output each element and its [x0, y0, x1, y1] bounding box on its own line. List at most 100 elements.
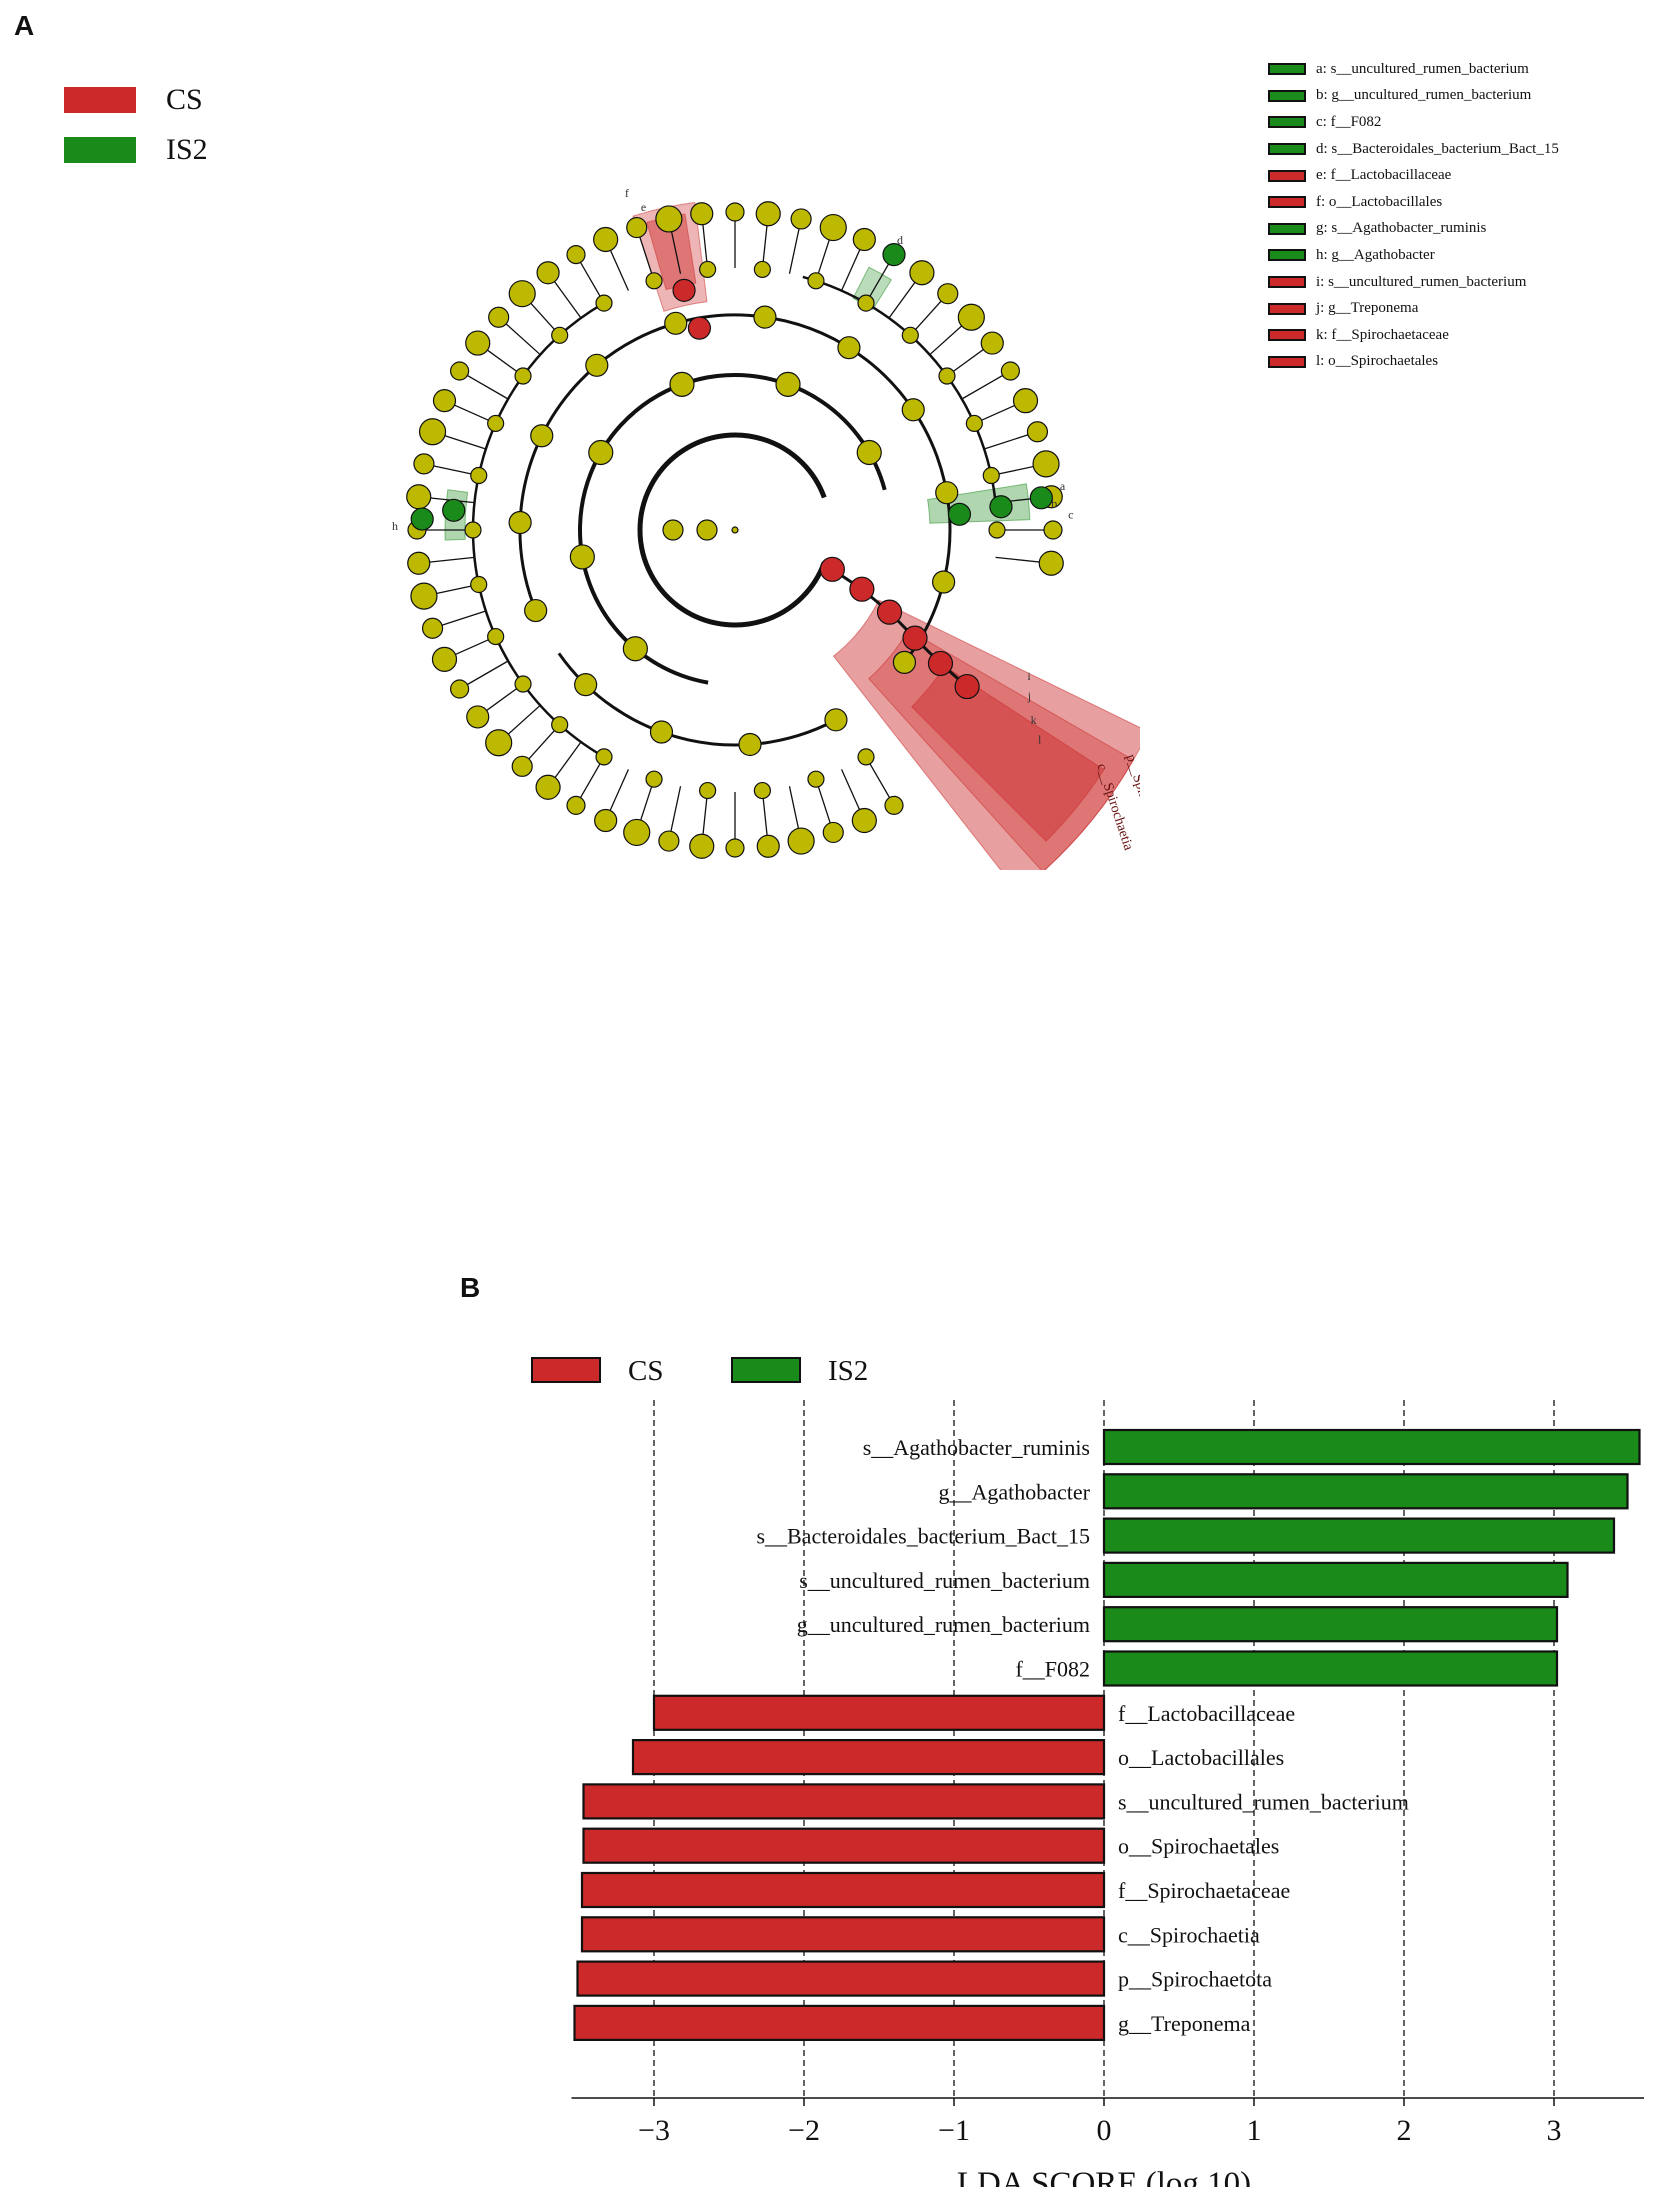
cladogram-node [466, 705, 490, 729]
cladogram-node [410, 582, 438, 610]
cladogram-node [938, 367, 956, 385]
cladogram-node [410, 507, 434, 531]
cladogram-node [508, 510, 532, 535]
cladogram-key-swatch [1268, 196, 1306, 209]
cladogram-node [807, 272, 825, 290]
cladogram-node [753, 781, 771, 800]
cladogram-node [857, 294, 875, 312]
cladogram-node [892, 650, 917, 674]
cladogram-node [689, 833, 715, 859]
cladogram-key-item: g: s__Agathobacter_ruminis [1268, 216, 1559, 243]
cladogram-key-swatch [1268, 355, 1306, 368]
x-tick-label: 0 [1097, 2114, 1112, 2147]
cladogram-key-swatch [1268, 302, 1306, 315]
cladogram-key-item: e: f__Lactobacillaceae [1268, 162, 1559, 189]
cladogram-key-swatch [1268, 222, 1306, 235]
x-tick-label: −1 [938, 2114, 970, 2147]
cladogram-node [488, 306, 510, 328]
cladogram-node [755, 201, 781, 227]
cladogram-node [566, 245, 586, 265]
cladogram-node [672, 278, 696, 302]
cladogram-node [954, 673, 980, 700]
bar [652, 1694, 1106, 1731]
cladogram-node [699, 260, 717, 279]
cladogram-letter: f [625, 186, 629, 200]
legend-a-is2: IS2 [64, 133, 208, 166]
cladogram-key-item: i: s__uncultured_rumen_bacterium [1268, 269, 1559, 296]
cladogram-key-text: a: s__uncultured_rumen_bacterium [1316, 60, 1529, 77]
bar [1102, 1428, 1641, 1466]
cladogram-node [882, 243, 906, 267]
cladogram-node [819, 556, 845, 582]
cladogram-node [432, 389, 457, 413]
cladogram-node [530, 424, 554, 448]
cladogram-node [982, 466, 1000, 485]
cladogram-letter: h [392, 519, 398, 533]
cladogram-letter: k [1031, 713, 1037, 727]
cladogram-node [535, 774, 561, 800]
cladogram-node [989, 495, 1013, 519]
cladogram-node [884, 795, 904, 815]
cladogram-key-swatch [1268, 143, 1306, 156]
cladogram-node [753, 260, 771, 279]
cladogram-key-item: j: g__Treponema [1268, 295, 1559, 322]
cladogram-node [407, 551, 431, 575]
category-label: g__Treponema [1118, 2011, 1251, 2036]
cladogram-node [787, 827, 815, 855]
legend-a-is2-label: IS2 [166, 133, 208, 166]
cladogram-node [574, 673, 598, 697]
cladogram-node [551, 716, 569, 734]
cladogram-node [594, 808, 618, 833]
cladogram-node [406, 484, 432, 510]
legend-a-cs-swatch [64, 87, 136, 113]
cladogram-key-swatch [1268, 63, 1306, 76]
cladogram-key-text: l: o__Spirochaetales [1316, 353, 1439, 370]
bar [1102, 1606, 1559, 1643]
cladogram-key-text: j: g__Treponema [1316, 300, 1419, 317]
cladogram-node [524, 598, 548, 623]
cladogram-node [1038, 550, 1064, 576]
cladogram-node [852, 227, 876, 252]
cladogram-node [807, 770, 825, 788]
cladogram-node [514, 367, 532, 385]
cladogram-node [856, 439, 882, 466]
cladogram-node [664, 311, 688, 335]
cladogram-node [790, 208, 812, 230]
cladogram-arc [637, 432, 827, 628]
cladogram-node [431, 646, 458, 672]
cladogram-node [536, 261, 560, 285]
cladogram-node [753, 305, 777, 329]
cladogram-node [485, 729, 513, 757]
cladogram-arc [578, 373, 887, 685]
category-label: f__Lactobacillaceae [1118, 1701, 1295, 1726]
cladogram-key-text: d: s__Bacteroidales_bacterium_Bact_15 [1316, 140, 1559, 157]
cladogram-node [932, 570, 956, 594]
x-axis-label: LDA SCORE (log 10) [957, 2166, 1251, 2187]
cladogram-node [655, 205, 683, 233]
cladogram-node [595, 294, 613, 312]
cladogram-key-swatch [1268, 169, 1306, 182]
x-tick-label: 2 [1397, 2114, 1412, 2147]
cladogram-node [819, 213, 847, 242]
legend-label: CS [628, 1355, 663, 1387]
cladogram-key-item: h: g__Agathobacter [1268, 242, 1559, 269]
cladogram-node [649, 720, 674, 744]
cladogram-node [645, 770, 663, 788]
cladogram-key-item: a: s__uncultured_rumen_bacterium [1268, 56, 1559, 83]
cladogram-node [464, 521, 482, 539]
cladogram-node [756, 834, 780, 858]
cladogram-node [585, 353, 609, 377]
cladogram-node [645, 272, 663, 290]
cladogram-key-item: k: f__Spirochaetaceae [1268, 322, 1559, 349]
cladogram-key-swatch [1268, 116, 1306, 129]
cladogram-node [1026, 421, 1049, 443]
x-tick-label: 1 [1247, 2114, 1262, 2147]
cladogram-node [450, 361, 470, 381]
bar [1102, 1650, 1559, 1687]
cladogram-node [1043, 520, 1063, 540]
cladogram-key-swatch [1268, 329, 1306, 342]
cladogram-node [566, 795, 586, 815]
cladogram-arc [557, 652, 844, 747]
bar [573, 2004, 1106, 2042]
cladogram-node [413, 453, 435, 475]
